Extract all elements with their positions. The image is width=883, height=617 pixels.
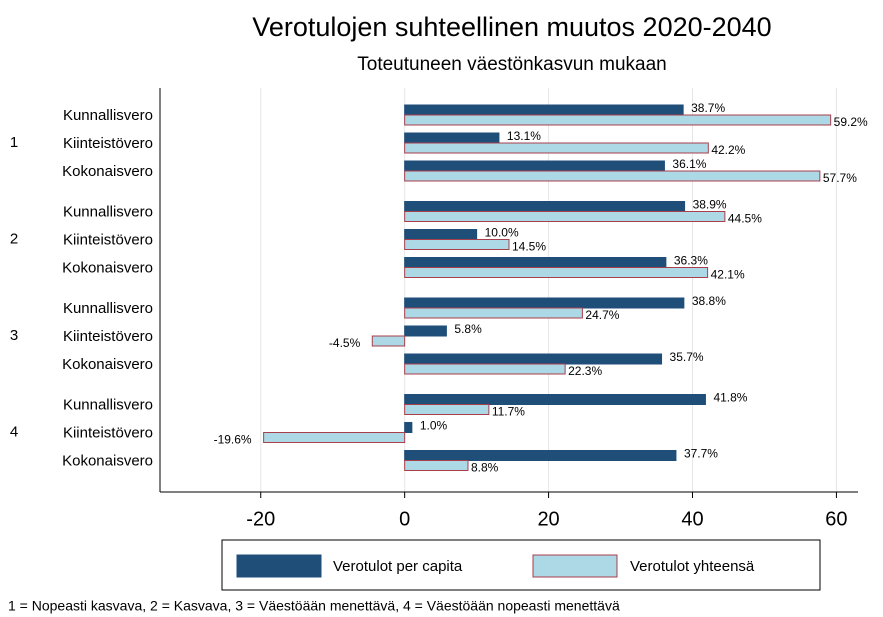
bar xyxy=(404,297,685,309)
y-tick-label: Kiinteistövero xyxy=(63,231,153,248)
value-label: -4.5% xyxy=(329,336,361,350)
bar xyxy=(404,201,686,212)
value-label: 57.7% xyxy=(823,171,857,185)
x-tick-label: 60 xyxy=(825,508,847,530)
value-label: 36.1% xyxy=(672,157,706,171)
y-tick-label: Kiinteistövero xyxy=(63,135,153,152)
y-tick-label: Kiinteistövero xyxy=(63,424,153,441)
bar xyxy=(404,239,510,250)
value-label: 24.7% xyxy=(585,308,619,322)
y-tick-label: Kunnallisvero xyxy=(63,300,153,317)
bar xyxy=(404,353,663,365)
group-label: 3 xyxy=(10,327,18,344)
y-tick-label: Kokonaisvero xyxy=(62,259,153,276)
legend-box xyxy=(221,539,821,591)
value-label: 5.8% xyxy=(454,322,482,336)
legend-swatch xyxy=(236,554,322,578)
x-tick-label: 40 xyxy=(681,508,703,530)
bar xyxy=(371,335,406,347)
bar xyxy=(404,307,583,319)
y-tick-label: Kokonaisvero xyxy=(62,452,153,469)
value-label: 10.0% xyxy=(485,226,519,240)
group-label: 4 xyxy=(10,423,18,440)
bar xyxy=(404,394,706,405)
bar xyxy=(404,170,821,182)
value-label: 41.8% xyxy=(713,391,747,405)
bar xyxy=(404,257,667,268)
y-tick-label: Kunnallisvero xyxy=(63,203,153,220)
bar xyxy=(404,422,413,433)
value-label: 38.8% xyxy=(692,294,726,308)
legend-swatch xyxy=(532,554,618,578)
value-label: 8.8% xyxy=(471,461,499,475)
footnote: 1 = Nopeasti kasvava, 2 = Kasvava, 3 = V… xyxy=(8,598,620,614)
bar xyxy=(404,132,500,144)
bar xyxy=(404,450,677,461)
bar xyxy=(404,160,665,172)
bar xyxy=(404,142,709,154)
group-label: 2 xyxy=(10,230,18,247)
x-tick-label: 20 xyxy=(537,508,559,530)
bar xyxy=(404,267,709,278)
bar xyxy=(404,363,566,375)
value-label: 11.7% xyxy=(492,405,525,419)
value-label: 22.3% xyxy=(568,364,602,378)
bar xyxy=(404,460,469,471)
x-tick-label: 0 xyxy=(399,508,410,530)
value-label: 37.7% xyxy=(684,447,718,461)
value-label: 38.9% xyxy=(693,198,727,212)
value-label: 14.5% xyxy=(512,240,546,254)
value-label: 42.1% xyxy=(711,268,745,282)
value-label: 38.7% xyxy=(691,101,725,115)
value-label: 44.5% xyxy=(728,212,762,226)
chart-subtitle: Toteutuneen väestönkasvun mukaan xyxy=(357,54,667,75)
bar xyxy=(404,104,684,116)
bar xyxy=(263,432,406,443)
bar xyxy=(404,325,447,337)
y-tick-label: Kiinteistövero xyxy=(63,328,153,345)
y-tick-label: Kokonaisvero xyxy=(62,356,153,373)
value-label: 42.2% xyxy=(711,143,745,157)
legend-label: Verotulot yhteensä xyxy=(630,558,755,575)
value-label: 1.0% xyxy=(420,419,448,433)
bar xyxy=(404,211,726,222)
bar xyxy=(404,229,478,240)
value-label: 13.1% xyxy=(507,129,541,143)
bar xyxy=(404,114,832,126)
y-tick-label: Kokonaisvero xyxy=(62,163,153,180)
bar xyxy=(404,404,490,415)
chart-title: Verotulojen suhteellinen muutos 2020-204… xyxy=(252,12,771,42)
x-tick-label: -20 xyxy=(246,508,275,530)
value-label: 59.2% xyxy=(834,115,868,129)
y-tick-label: Kunnallisvero xyxy=(63,396,153,413)
value-label: 35.7% xyxy=(670,350,704,364)
y-tick-label: Kunnallisvero xyxy=(63,107,153,124)
group-label: 1 xyxy=(10,134,18,151)
value-label: 36.3% xyxy=(674,254,708,268)
value-label: -19.6% xyxy=(214,433,252,447)
legend-label: Verotulot per capita xyxy=(333,558,463,575)
